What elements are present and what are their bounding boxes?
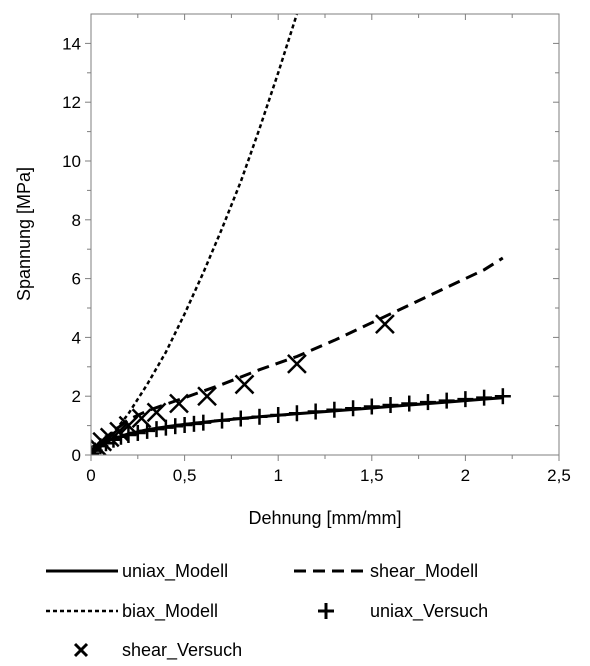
data-point-uniax-versuch bbox=[401, 395, 418, 412]
data-point-shear-versuch bbox=[131, 408, 152, 429]
data-point-uniax-versuch bbox=[326, 401, 343, 418]
data-point-uniax-versuch bbox=[251, 408, 268, 425]
x-tick-label: 1,5 bbox=[360, 466, 384, 485]
data-point-uniax-versuch bbox=[382, 397, 399, 414]
data-point-uniax-versuch bbox=[288, 405, 305, 422]
x-tick-label: 1 bbox=[273, 466, 282, 485]
data-point-shear-versuch bbox=[375, 314, 395, 335]
data-point-shear-versuch bbox=[118, 415, 139, 436]
data-point-uniax-versuch bbox=[148, 421, 165, 438]
x-tick-label: 0,5 bbox=[173, 466, 197, 485]
data-point-uniax-versuch bbox=[214, 412, 231, 429]
y-tick-label: 14 bbox=[62, 34, 81, 53]
data-point-uniax-versuch bbox=[494, 388, 511, 405]
legend-item-shear-versuch: shear_Versuch bbox=[73, 640, 242, 661]
legend-symbol-plus-marker bbox=[318, 603, 334, 619]
axis-ticks bbox=[85, 14, 560, 461]
data-point-shear-versuch bbox=[169, 393, 189, 414]
y-tick-label: 2 bbox=[72, 387, 81, 406]
plot-frame bbox=[90, 13, 560, 456]
y-tick-label: 0 bbox=[72, 446, 81, 465]
data-point-shear-versuch bbox=[99, 427, 120, 448]
data-point-uniax-versuch bbox=[345, 400, 362, 417]
x-axis-title: Dehnung [mm/mm] bbox=[248, 508, 401, 528]
y-tick-label: 6 bbox=[72, 270, 81, 289]
data-point-uniax-versuch bbox=[476, 389, 493, 406]
data-point-uniax-versuch bbox=[91, 445, 99, 455]
data-point-uniax-versuch bbox=[363, 398, 380, 415]
series-line-shear-modell bbox=[91, 256, 504, 455]
legend-label: biax_Modell bbox=[122, 601, 218, 622]
data-point-uniax-versuch bbox=[307, 403, 324, 420]
series-line-biax-modell bbox=[91, 14, 299, 455]
x-tick-label: 2,5 bbox=[547, 466, 571, 485]
data-point-shear-versuch bbox=[109, 421, 129, 442]
legend-item-uniax-modell: uniax_Modell bbox=[46, 561, 228, 582]
data-point-uniax-versuch bbox=[419, 394, 436, 411]
legend-symbol-x-marker bbox=[73, 642, 89, 658]
legend-label: shear_Versuch bbox=[122, 640, 242, 661]
data-point-uniax-versuch bbox=[232, 410, 249, 427]
data-point-shear-versuch bbox=[146, 402, 167, 423]
y-tick-label: 10 bbox=[62, 152, 81, 171]
data-point-shear-versuch bbox=[287, 353, 307, 374]
y-tick-label: 12 bbox=[62, 93, 81, 112]
data-point-shear-versuch bbox=[197, 386, 217, 407]
legend-label: uniax_Versuch bbox=[370, 601, 488, 622]
legend-label: uniax_Modell bbox=[122, 561, 228, 582]
data-point-uniax-versuch bbox=[438, 392, 455, 409]
data-point-uniax-versuch bbox=[157, 419, 174, 436]
x-tick-label: 0 bbox=[86, 466, 95, 485]
legend-item-biax-modell: biax_Modell bbox=[46, 601, 218, 622]
data-point-uniax-versuch bbox=[129, 424, 146, 441]
y-axis-title: Spannung [MPa] bbox=[14, 167, 34, 301]
legend-label: shear_Modell bbox=[370, 561, 478, 582]
data-point-uniax-versuch bbox=[270, 407, 287, 424]
legend-item-shear-modell: shear_Modell bbox=[294, 561, 478, 582]
x-tick-label: 2 bbox=[461, 466, 470, 485]
y-tick-label: 8 bbox=[72, 211, 81, 230]
x-tick-labels: 0 0,5 1 1,5 2 2,5 bbox=[86, 466, 571, 485]
y-tick-label: 4 bbox=[72, 328, 81, 347]
data-point-uniax-versuch bbox=[195, 414, 212, 431]
series-layer bbox=[91, 14, 511, 455]
data-point-shear-versuch bbox=[234, 374, 255, 395]
y-tick-labels: 0 2 4 6 8 10 12 14 bbox=[62, 34, 81, 465]
legend: uniax_Modell shear_Modell biax_Modell un… bbox=[46, 561, 488, 661]
data-point-uniax-versuch bbox=[457, 391, 474, 408]
legend-item-uniax-versuch: uniax_Versuch bbox=[318, 601, 488, 622]
